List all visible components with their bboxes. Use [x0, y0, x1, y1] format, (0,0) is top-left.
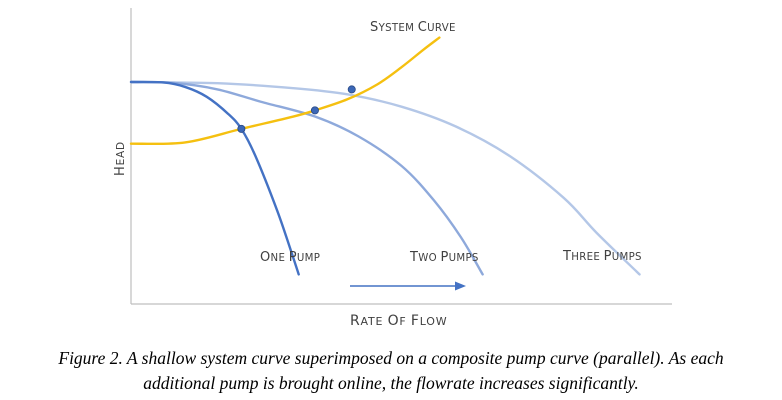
label-three-pumps: THREE PUMPS	[562, 249, 642, 264]
series-line-one-pump	[129, 80, 300, 276]
label-two-pumps: TWO PUMPS	[409, 250, 479, 265]
flow-arrow	[350, 281, 466, 291]
operating-point-3	[347, 85, 356, 94]
operating-points-layer	[237, 85, 356, 133]
series-line-system-curve	[129, 36, 441, 146]
svg-text:ONE PUMP: ONE PUMP	[260, 250, 320, 265]
series-layer	[129, 36, 641, 276]
label-one-pump: ONE PUMP	[260, 250, 320, 265]
y-axis-title: HEAD	[113, 141, 128, 176]
x-axis-title: RATE OF FLOW	[350, 313, 447, 329]
label-system-curve: SYSTEM CURVE	[370, 20, 456, 35]
svg-text:SYSTEM CURVE: SYSTEM CURVE	[370, 20, 456, 35]
caption-line-1: Figure 2. A shallow system curve superim…	[58, 348, 724, 368]
figure-caption: Figure 2. A shallow system curve superim…	[0, 346, 782, 396]
svg-text:TWO PUMPS: TWO PUMPS	[409, 250, 479, 265]
operating-point-1	[237, 124, 246, 133]
svg-text:RATE OF FLOW: RATE OF FLOW	[350, 313, 447, 329]
series-line-three-pumps	[129, 80, 641, 276]
caption-line-2: additional pump is brought online, the f…	[143, 373, 639, 393]
series-line-two-pumps	[129, 80, 484, 276]
operating-point-2	[310, 106, 319, 115]
svg-text:THREE PUMPS: THREE PUMPS	[562, 249, 642, 264]
pump-curve-chart: SYSTEM CURVE ONE PUMP TWO PUMPS THREE PU…	[113, 8, 672, 329]
svg-text:HEAD: HEAD	[113, 141, 128, 176]
